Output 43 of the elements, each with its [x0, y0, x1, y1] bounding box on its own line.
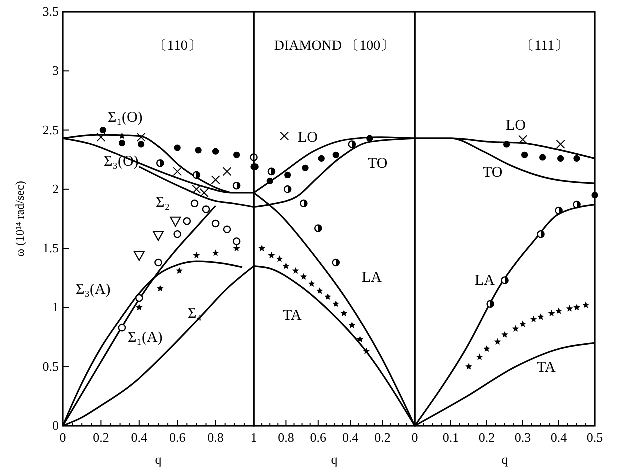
x-tick-label: 0.4	[131, 430, 148, 445]
x-tick-label: 0.8	[208, 430, 224, 445]
x-axis-title: q	[331, 452, 338, 467]
x-tick-label: 0.2	[93, 430, 110, 445]
series-label: TA	[283, 308, 302, 324]
text: 〔110〕	[153, 38, 202, 54]
series-label: Σ₁(O)	[108, 110, 143, 126]
x-tick-label: 0.6	[310, 430, 328, 445]
series-label: TO	[368, 156, 388, 172]
series-label: LO	[298, 130, 318, 146]
series-label: TO	[483, 165, 503, 181]
x-tick-label: 0.2	[478, 430, 496, 445]
y-tick-label: 2.5	[42, 122, 59, 138]
y-tick-label: 3	[52, 63, 59, 78]
y-tick-label: 0.5	[42, 358, 59, 374]
x-axis-title: q	[155, 452, 162, 467]
x-tick-label: 1	[250, 430, 258, 445]
series-label: Σ₃(A)	[76, 282, 111, 298]
y-tick-label: 1.5	[42, 240, 59, 256]
y-tick-label: 3.5	[42, 4, 59, 19]
series-label: LA	[362, 270, 382, 286]
x-tick-label: 0.3	[514, 430, 532, 445]
y-axis-title: ω (10¹⁴ rad/sec)	[13, 181, 27, 257]
x-tick-label: 0	[412, 430, 418, 445]
x-tick-label: 0.4	[550, 430, 568, 445]
x-tick-label: 0.6	[169, 430, 186, 445]
x-axis-title: q	[502, 452, 509, 467]
y-tick-label: 1	[52, 300, 59, 315]
text: DIAMOND 〔100〕	[274, 38, 395, 54]
series-label: LO	[506, 118, 526, 134]
series-label: Σ₄	[188, 306, 202, 322]
x-tick-label: 0.1	[442, 430, 460, 445]
series-label: Σ₁(A)	[128, 330, 163, 346]
y-tick-label: 2	[52, 181, 59, 196]
y-tick-label: 0	[52, 418, 59, 433]
x-tick-label: 0.8	[278, 430, 294, 445]
series-label: TA	[537, 360, 556, 376]
x-tick-label: 0.4	[342, 430, 360, 445]
series-label: Σ₂	[156, 195, 170, 211]
series-label: LA	[475, 273, 496, 289]
text: 〔111〕	[520, 38, 569, 54]
x-tick-label: 0.5	[586, 430, 604, 445]
x-tick-label: 0.2	[374, 430, 391, 445]
